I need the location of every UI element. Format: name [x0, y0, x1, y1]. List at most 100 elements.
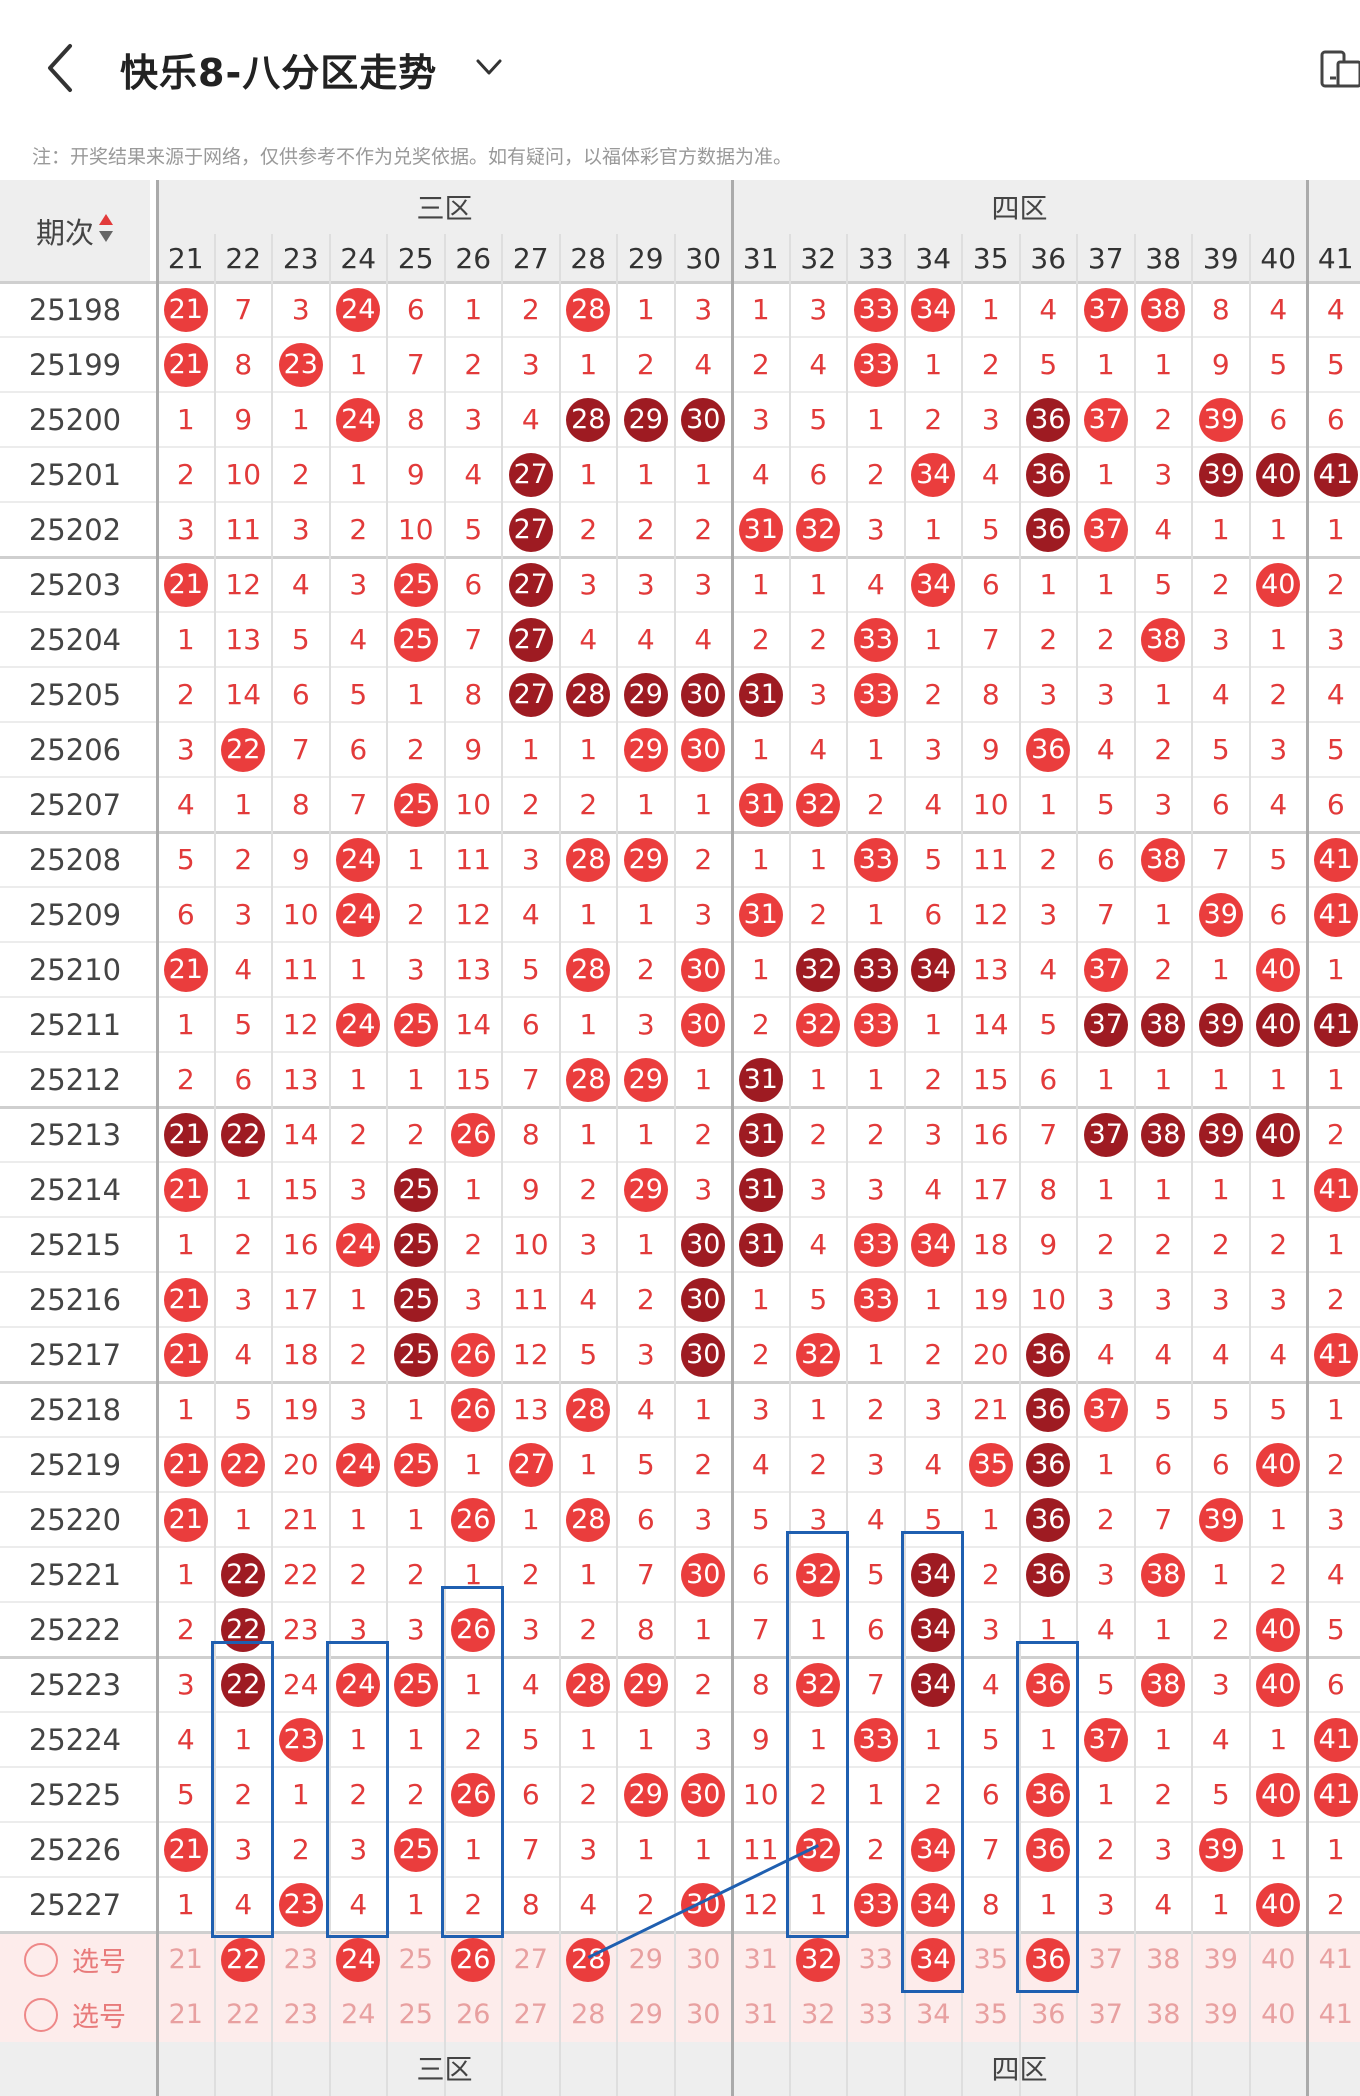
drawn-number-ball: 31: [732, 1217, 790, 1272]
pick-ball[interactable]: 22: [215, 1987, 273, 2042]
omission-count: 1: [1307, 942, 1360, 997]
pick-ball[interactable]: 36: [1020, 1987, 1078, 2042]
omission-value: 4: [1211, 678, 1230, 711]
pick-ball[interactable]: 25: [387, 1987, 445, 2042]
device-icon[interactable]: [1318, 48, 1360, 92]
pick-ball[interactable]: 41: [1307, 1932, 1360, 1987]
pick-ball[interactable]: 31: [732, 1987, 790, 2042]
period-column-header[interactable]: 期次: [0, 180, 150, 282]
pick-ball[interactable]: 39: [1192, 1987, 1250, 2042]
drawn-number-ball: 36: [1020, 722, 1078, 777]
omission-count: 3: [1192, 612, 1250, 667]
pick-ball[interactable]: 35: [962, 1987, 1020, 2042]
omission-count: 5: [1307, 722, 1360, 777]
omission-count: 2: [157, 667, 215, 722]
pick-row-label[interactable]: 选号: [0, 1987, 150, 2042]
pick-ball-selected[interactable]: 26: [445, 1932, 503, 1987]
pick-ball[interactable]: 26: [445, 1987, 503, 2042]
omission-value: 3: [176, 1668, 195, 1701]
omission-value: 2: [866, 1118, 885, 1151]
omission-value: 3: [579, 568, 598, 601]
pick-ball-selected[interactable]: 28: [560, 1932, 618, 1987]
pick-ball[interactable]: 21: [157, 1987, 215, 2042]
radio-circle-icon[interactable]: [24, 1942, 58, 1977]
omission-count: 1: [1250, 1712, 1308, 1767]
pick-ball[interactable]: 23: [272, 1932, 330, 1987]
pick-ball-selected[interactable]: 34: [905, 1932, 963, 1987]
pick-ball[interactable]: 40: [1250, 1987, 1308, 2042]
omission-value: 3: [464, 403, 483, 436]
pick-label-text: 选号: [72, 2002, 126, 2033]
omission-value: 2: [924, 1338, 943, 1371]
pick-ball[interactable]: 38: [1135, 1987, 1193, 2042]
pick-ball[interactable]: 37: [1077, 1932, 1135, 1987]
omission-value: 3: [981, 403, 1000, 436]
pick-ball[interactable]: 40: [1250, 1932, 1308, 1987]
omission-count: 1: [157, 1217, 215, 1272]
omission-count: 2: [560, 1162, 618, 1217]
pick-ball-selected[interactable]: 32: [790, 1932, 848, 1987]
omission-value: 4: [1154, 513, 1173, 546]
pick-ball[interactable]: 31: [732, 1932, 790, 1987]
omission-count: 4: [157, 1712, 215, 1767]
omission-value: 10: [1030, 1283, 1067, 1316]
omission-count: 1: [962, 282, 1020, 337]
omission-count: 14: [445, 997, 503, 1052]
omission-value: 5: [464, 513, 483, 546]
pick-ball[interactable]: 21: [157, 1932, 215, 1987]
pick-ball[interactable]: 38: [1135, 1932, 1193, 1987]
omission-count: 1: [1077, 1437, 1135, 1492]
pick-row-label[interactable]: 选号: [0, 1932, 150, 1987]
pick-ball[interactable]: 37: [1077, 1987, 1135, 2042]
pick-ball[interactable]: 25: [387, 1932, 445, 1987]
drawn-number-ball: 28: [560, 1657, 618, 1712]
omission-count: 6: [157, 887, 215, 942]
pick-number: 35: [973, 1999, 1008, 2030]
omission-count: 1: [330, 1052, 388, 1107]
pick-ball[interactable]: 29: [617, 1932, 675, 1987]
pick-ball[interactable]: 28: [560, 1987, 618, 2042]
pick-ball[interactable]: 30: [675, 1932, 733, 1987]
pick-ball-selected[interactable]: 36: [1020, 1932, 1078, 1987]
omission-count: 8: [962, 1877, 1020, 1932]
omission-count: 2: [905, 1327, 963, 1382]
drawn-number-ball: 25: [387, 1162, 445, 1217]
omission-value: 4: [809, 1228, 828, 1261]
top-bar: 快乐8-八分区走势: [0, 0, 1360, 140]
pick-ball[interactable]: 29: [617, 1987, 675, 2042]
page-title[interactable]: 快乐8-八分区走势: [120, 51, 438, 95]
pick-ball[interactable]: 33: [847, 1932, 905, 1987]
pick-ball-selected[interactable]: 24: [330, 1932, 388, 1987]
pick-ball[interactable]: 27: [502, 1932, 560, 1987]
pick-ball[interactable]: 34: [905, 1987, 963, 2042]
omission-value: 5: [1326, 348, 1345, 381]
drawn-number-ball: 30: [675, 1877, 733, 1932]
pick-ball[interactable]: 41: [1307, 1987, 1360, 2042]
pick-ball[interactable]: 35: [962, 1932, 1020, 1987]
drawn-number-ball: 37: [1077, 1107, 1135, 1162]
ball-label: 40: [1256, 1882, 1301, 1927]
pick-number: 30: [686, 1944, 721, 1975]
back-icon[interactable]: [40, 40, 80, 96]
chevron-down-icon[interactable]: [472, 52, 506, 82]
pick-ball[interactable]: 23: [272, 1987, 330, 2042]
radio-circle-icon[interactable]: [24, 1997, 58, 2032]
omission-value: 1: [579, 348, 598, 381]
pick-ball[interactable]: 32: [790, 1987, 848, 2042]
omission-value: 2: [521, 293, 540, 326]
omission-count: 10: [1020, 1272, 1078, 1327]
pick-ball[interactable]: 30: [675, 1987, 733, 2042]
pick-ball[interactable]: 24: [330, 1987, 388, 2042]
column-header: 36: [1030, 241, 1067, 275]
pick-ball[interactable]: 33: [847, 1987, 905, 2042]
column-divider: [788, 234, 791, 2096]
omission-value: 3: [464, 1283, 483, 1316]
pick-ball[interactable]: 27: [502, 1987, 560, 2042]
drawn-number-ball: 41: [1307, 1767, 1360, 1822]
omission-count: 3: [502, 337, 560, 392]
pick-ball-selected[interactable]: 22: [215, 1932, 273, 1987]
sort-icon[interactable]: [98, 212, 114, 251]
ball-label: 30: [681, 1772, 726, 1817]
pick-ball[interactable]: 39: [1192, 1932, 1250, 1987]
omission-value: 3: [234, 1283, 253, 1316]
